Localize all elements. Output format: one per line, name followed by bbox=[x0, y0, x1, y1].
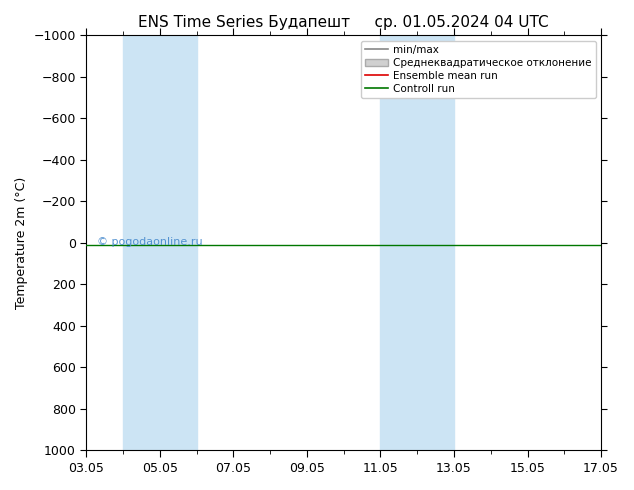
Legend: min/max, Среднеквадратическое отклонение, Ensemble mean run, Controll run: min/max, Среднеквадратическое отклонение… bbox=[361, 41, 596, 98]
Y-axis label: Temperature 2m (°C): Temperature 2m (°C) bbox=[15, 176, 28, 309]
Title: ENS Time Series Будапешт     ср. 01.05.2024 04 UTC: ENS Time Series Будапешт ср. 01.05.2024 … bbox=[138, 15, 549, 30]
Bar bbox=[123, 35, 197, 450]
Bar bbox=[380, 35, 454, 450]
Text: © pogodaonline.ru: © pogodaonline.ru bbox=[96, 237, 202, 247]
